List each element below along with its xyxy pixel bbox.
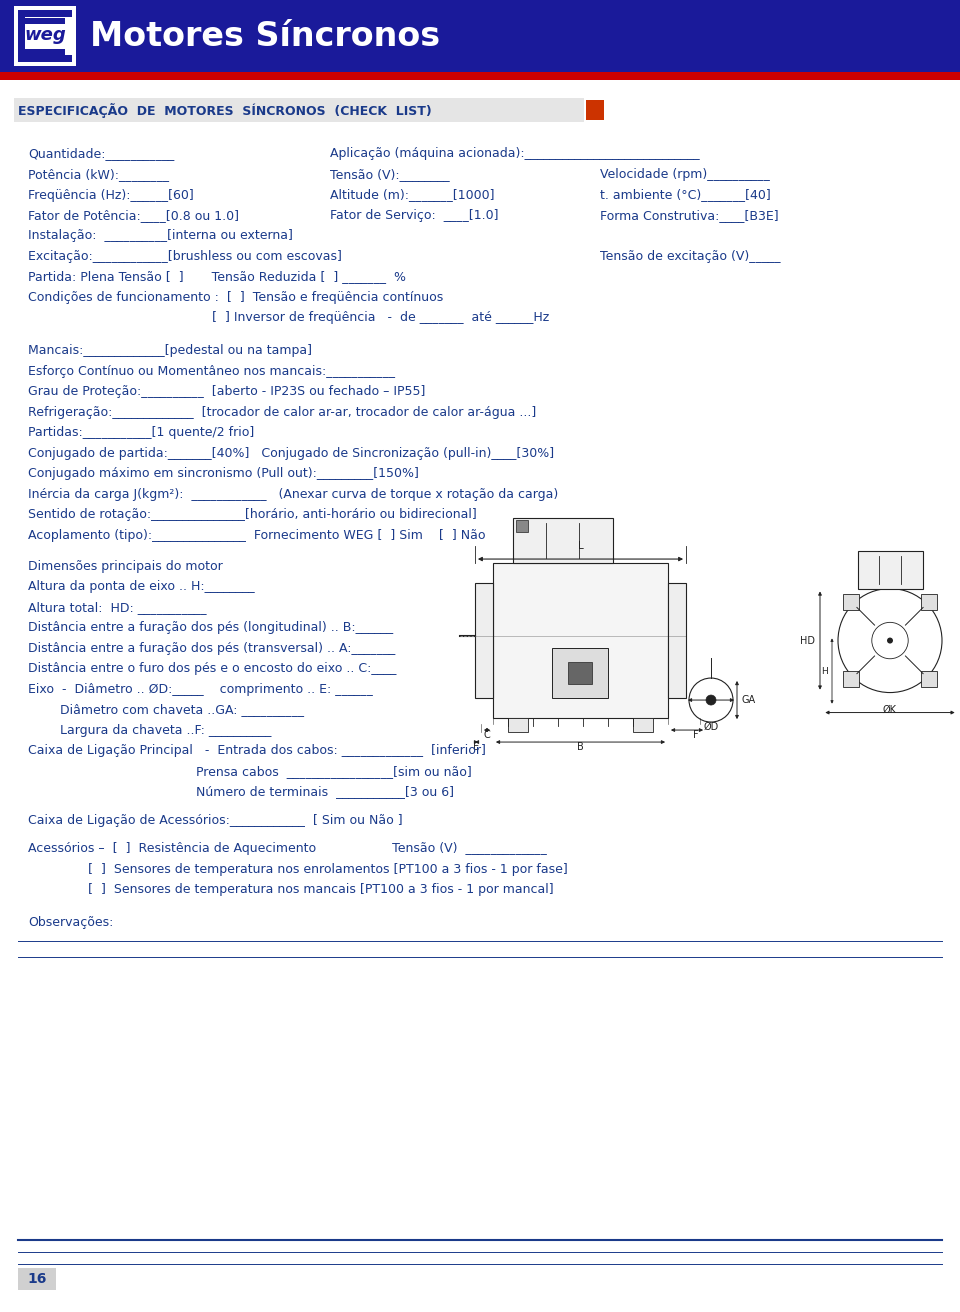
Text: Mancais:_____________[pedestal ou na tampa]: Mancais:_____________[pedestal ou na tam… <box>28 344 312 357</box>
Text: Diâmetro com chaveta ..GA: __________: Diâmetro com chaveta ..GA: __________ <box>28 703 304 716</box>
Bar <box>18 55 72 62</box>
Text: Conjugado de partida:_______[40%]   Conjugado de Sincronização (pull-in)____[30%: Conjugado de partida:_______[40%] Conjug… <box>28 447 554 459</box>
Bar <box>25 18 65 24</box>
Bar <box>844 672 859 687</box>
Text: Eixo  -  Diâmetro .. ØD:_____    comprimento .. E: ______: Eixo - Diâmetro .. ØD:_____ comprimento … <box>28 682 372 695</box>
Text: [  ] Inversor de freqüência   -  de _______  até ______Hz: [ ] Inversor de freqüência - de _______ … <box>28 311 549 324</box>
Text: Observações:: Observações: <box>28 916 113 929</box>
Bar <box>493 563 668 718</box>
Text: Forma Construtiva:____[B3E]: Forma Construtiva:____[B3E] <box>600 209 779 222</box>
Text: Esforço Contínuo ou Momentâneo nos mancais:___________: Esforço Contínuo ou Momentâneo nos manca… <box>28 365 395 378</box>
Text: L: L <box>578 541 584 551</box>
Text: Freqüência (Hz):______[60]: Freqüência (Hz):______[60] <box>28 189 194 202</box>
Text: ESPECIFICAÇÃO  DE  MOTORES  SÍNCRONOS  (CHECK  LIST): ESPECIFICAÇÃO DE MOTORES SÍNCRONOS (CHEC… <box>18 102 432 118</box>
Bar <box>668 583 686 698</box>
Text: Partidas:___________[1 quente/2 frio]: Partidas:___________[1 quente/2 frio] <box>28 426 254 440</box>
Bar <box>18 10 25 62</box>
Bar <box>0 80 960 84</box>
Text: Caixa de Ligação de Acessórios:____________  [ Sim ou Não ]: Caixa de Ligação de Acessórios:_________… <box>28 813 402 827</box>
Text: Distância entre a furação dos pés (longitudinal) .. B:______: Distância entre a furação dos pés (longi… <box>28 621 394 634</box>
Text: [  ]  Sensores de temperatura nos mancais [PT100 a 3 fios - 1 por mancal]: [ ] Sensores de temperatura nos mancais … <box>28 883 554 896</box>
Text: t. ambiente (°C)_______[40]: t. ambiente (°C)_______[40] <box>600 189 771 202</box>
Text: [  ]  Sensores de temperatura nos enrolamentos [PT100 a 3 fios - 1 por fase]: [ ] Sensores de temperatura nos enrolame… <box>28 863 567 876</box>
Text: Excitação:____________[brushless ou com escovas]: Excitação:____________[brushless ou com … <box>28 251 342 262</box>
Text: Fator de Serviço:  ____[1.0]: Fator de Serviço: ____[1.0] <box>330 209 498 222</box>
Text: Sentido de rotação:_______________[horário, anti-horário ou bidirecional]: Sentido de rotação:_______________[horár… <box>28 508 477 521</box>
Text: Partida: Plena Tensão [  ]       Tensão Reduzida [  ] _______  %: Partida: Plena Tensão [ ] Tensão Reduzid… <box>28 270 406 283</box>
Text: E: E <box>473 743 480 752</box>
Text: Acessórios –  [  ]  Resistência de Aquecimento                   Tensão (V)  ___: Acessórios – [ ] Resistência de Aquecime… <box>28 842 547 855</box>
Text: Altura da ponta de eixo .. H:________: Altura da ponta de eixo .. H:________ <box>28 580 254 593</box>
Text: Altura total:  HD: ___________: Altura total: HD: ___________ <box>28 601 206 614</box>
Bar <box>858 551 923 589</box>
Text: Tensão de excitação (V)_____: Tensão de excitação (V)_____ <box>600 251 780 262</box>
Text: Refrigeração:_____________  [trocador de calor ar-ar, trocador de calor ar-água : Refrigeração:_____________ [trocador de … <box>28 405 537 419</box>
Text: GA: GA <box>741 695 756 705</box>
Bar <box>475 583 493 698</box>
Text: Fator de Potência:____[0.8 ou 1.0]: Fator de Potência:____[0.8 ou 1.0] <box>28 209 239 222</box>
Text: Quantidade:___________: Quantidade:___________ <box>28 147 175 160</box>
Text: Aplicação (máquina acionada):____________________________: Aplicação (máquina acionada):___________… <box>330 147 700 160</box>
Bar <box>516 520 528 531</box>
Text: Altitude (m):_______[1000]: Altitude (m):_______[1000] <box>330 189 494 202</box>
Text: C: C <box>484 729 491 740</box>
Text: F: F <box>693 729 699 740</box>
Text: Caixa de Ligação Principal   -  Entrada dos cabos: _____________  [inferior]: Caixa de Ligação Principal - Entrada dos… <box>28 744 486 757</box>
Text: Largura da chaveta ..F: __________: Largura da chaveta ..F: __________ <box>28 723 272 736</box>
Text: Número de terminais  ___________[3 ou 6]: Número de terminais ___________[3 ou 6] <box>28 785 454 798</box>
Bar <box>552 648 608 698</box>
Bar <box>844 594 859 610</box>
Bar <box>921 672 937 687</box>
Text: Inércia da carga J(kgm²):  ____________   (Anexar curva de torque x rotação da c: Inércia da carga J(kgm²): ____________ (… <box>28 488 559 501</box>
Text: Tensão (V):________: Tensão (V):________ <box>330 168 449 181</box>
Text: Instalação:  __________[interna ou externa]: Instalação: __________[interna ou extern… <box>28 230 293 243</box>
Bar <box>508 718 528 732</box>
Text: Dimensões principais do motor: Dimensões principais do motor <box>28 559 223 572</box>
Bar <box>921 594 937 610</box>
Bar <box>0 72 960 80</box>
Text: ØD: ØD <box>704 722 719 732</box>
Bar <box>14 98 584 122</box>
Text: Motores Síncronos: Motores Síncronos <box>90 20 440 52</box>
Text: HD: HD <box>800 635 815 646</box>
Bar <box>18 1267 56 1290</box>
Circle shape <box>706 695 716 705</box>
Text: Grau de Proteção:__________  [aberto - IP23S ou fechado – IP55]: Grau de Proteção:__________ [aberto - IP… <box>28 386 425 399</box>
Text: B: B <box>577 743 584 752</box>
Text: weg: weg <box>24 26 66 45</box>
Text: Distância entre o furo dos pés e o encosto do eixo .. C:____: Distância entre o furo dos pés e o encos… <box>28 663 396 676</box>
Text: Velocidade (rpm)__________: Velocidade (rpm)__________ <box>600 168 770 181</box>
Bar <box>568 661 592 684</box>
Text: Conjugado máximo em sincronismo (Pull out):_________[150%]: Conjugado máximo em sincronismo (Pull ou… <box>28 467 419 480</box>
Text: Distância entre a furação dos pés (transversal) .. A:_______: Distância entre a furação dos pés (trans… <box>28 642 396 655</box>
Bar <box>513 517 613 563</box>
Text: H: H <box>821 666 828 676</box>
Bar <box>25 17 65 55</box>
Bar <box>25 49 65 55</box>
Bar <box>586 100 604 119</box>
Text: ØK: ØK <box>883 705 897 715</box>
Bar <box>14 7 76 66</box>
Bar <box>633 718 653 732</box>
Text: Condições de funcionamento :  [  ]  Tensão e freqüência contínuos: Condições de funcionamento : [ ] Tensão … <box>28 291 444 304</box>
Circle shape <box>887 638 893 644</box>
Text: Potência (kW):________: Potência (kW):________ <box>28 168 169 181</box>
Text: Acoplamento (tipo):_______________  Fornecimento WEG [  ] Sim    [  ] Não: Acoplamento (tipo):_______________ Forne… <box>28 529 486 542</box>
Text: Prensa cabos  _________________[sim ou não]: Prensa cabos _________________[sim ou nã… <box>28 765 471 778</box>
Text: 16: 16 <box>27 1273 47 1286</box>
Bar <box>0 0 960 72</box>
Bar <box>18 10 72 17</box>
